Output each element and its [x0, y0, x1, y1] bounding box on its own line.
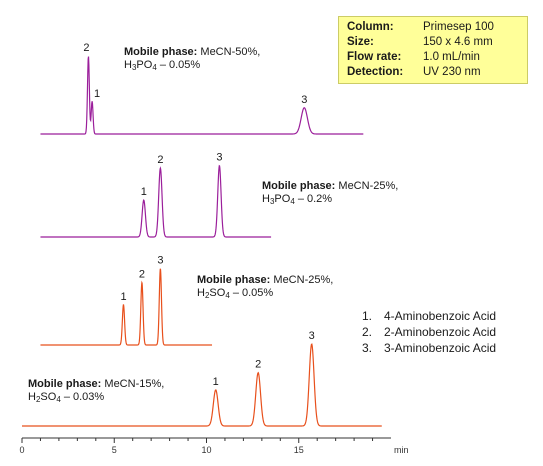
info-key: Size: — [347, 36, 374, 48]
acid-concentration: – 0.05% — [229, 287, 274, 299]
mobile-phase-bold: Mobile phase: — [124, 46, 198, 58]
legend-number: 1. — [362, 309, 373, 323]
x-tick-label: 5 — [112, 445, 117, 455]
info-value: UV 230 nm — [423, 66, 481, 78]
peak-label: 2 — [83, 42, 89, 54]
acid-concentration: – 0.05% — [156, 59, 201, 71]
legend-compound: 4-Aminobenzoic Acid — [384, 309, 497, 323]
acid-symbol: PO — [274, 193, 291, 205]
method-info-box: Column: Primesep 100 Size: 150 x 4.6 mm … — [338, 16, 528, 84]
acid-subscript: 4 — [152, 63, 157, 72]
mobile-phase-label-1: Mobile phase: MeCN-50%, H3PO4 – 0.05% — [124, 46, 260, 74]
acid-subscript: 3 — [269, 197, 275, 206]
legend-number: 3. — [362, 341, 373, 355]
acid-subscript: 2 — [35, 395, 41, 404]
acid-subscript: 2 — [204, 291, 210, 300]
acid-symbol: H — [262, 193, 270, 205]
peak-label: 2 — [139, 269, 145, 281]
acid-concentration: – 0.2% — [294, 193, 333, 205]
acid-subscript: 4 — [290, 197, 295, 206]
acid-symbol: SO — [40, 391, 57, 403]
legend-compound: 2-Aminobenzoic Acid — [384, 325, 497, 339]
peak-label: 1 — [213, 376, 219, 388]
acid-subscript: 4 — [56, 395, 61, 404]
peak-label: 2 — [255, 359, 261, 371]
acid-concentration: – 0.03% — [60, 391, 105, 403]
x-tick-label: 15 — [294, 445, 304, 455]
info-key: Column: — [347, 21, 394, 33]
peak-label: 2 — [157, 154, 163, 166]
chromatogram-trace-2 — [40, 164, 272, 238]
legend-item: 1. 4-Aminobenzoic Acid — [362, 308, 496, 324]
info-row-size: Size: 150 x 4.6 mm — [347, 35, 519, 50]
info-row-column: Column: Primesep 100 — [347, 20, 519, 35]
peak-label: 1 — [141, 186, 147, 198]
x-axis-unit: min — [394, 445, 409, 455]
acid-subscript: 3 — [131, 63, 137, 72]
mobile-phase-label-2: Mobile phase: MeCN-25%, H3PO4 – 0.2% — [262, 180, 398, 208]
info-value: Primesep 100 — [423, 21, 494, 33]
info-row-flow-rate: Flow rate: 1.0 mL/min — [347, 50, 519, 65]
compound-legend: 1. 4-Aminobenzoic Acid 2. 2-Aminobenzoic… — [362, 308, 496, 356]
legend-number: 2. — [362, 325, 373, 339]
legend-compound: 3-Aminobenzoic Acid — [384, 341, 497, 355]
acid-symbol: SO — [209, 287, 226, 299]
info-key: Flow rate: — [347, 51, 402, 63]
acid-symbol: H — [124, 59, 132, 71]
mobile-phase-composition: MeCN-15%, — [104, 378, 165, 390]
peak-label: 3 — [309, 330, 315, 342]
acid-symbol: H — [197, 287, 205, 299]
chromatogram-trace-3 — [40, 268, 213, 346]
peak-label: 3 — [216, 152, 222, 164]
info-row-detection: Detection: UV 230 nm — [347, 65, 519, 80]
mobile-phase-label-4: Mobile phase: MeCN-15%, H2SO4 – 0.03% — [28, 378, 164, 406]
mobile-phase-bold: Mobile phase: — [262, 180, 336, 192]
chromatogram-trace-4 — [22, 343, 382, 427]
info-key: Detection: — [347, 66, 404, 78]
peak-label: 3 — [157, 255, 163, 267]
mobile-phase-bold: Mobile phase: — [28, 378, 102, 390]
x-tick-label: 10 — [201, 445, 211, 455]
mobile-phase-composition: MeCN-25%, — [338, 180, 399, 192]
info-value: 150 x 4.6 mm — [423, 36, 493, 48]
info-value: 1.0 mL/min — [423, 51, 480, 63]
peak-label: 1 — [94, 88, 100, 100]
acid-symbol: PO — [136, 59, 153, 71]
chromatogram-trace-1 — [40, 56, 364, 135]
acid-symbol: H — [28, 391, 36, 403]
mobile-phase-label-3: Mobile phase: MeCN-25%, H2SO4 – 0.05% — [197, 274, 333, 302]
mobile-phase-composition: MeCN-50%, — [200, 46, 261, 58]
mobile-phase-composition: MeCN-25%, — [273, 274, 334, 286]
peak-label: 3 — [301, 94, 307, 106]
x-tick-label: 0 — [19, 445, 24, 455]
mobile-phase-bold: Mobile phase: — [197, 274, 271, 286]
legend-item: 2. 2-Aminobenzoic Acid — [362, 324, 496, 340]
peak-label: 1 — [120, 291, 126, 303]
acid-subscript: 4 — [225, 291, 230, 300]
legend-item: 3. 3-Aminobenzoic Acid — [362, 340, 496, 356]
